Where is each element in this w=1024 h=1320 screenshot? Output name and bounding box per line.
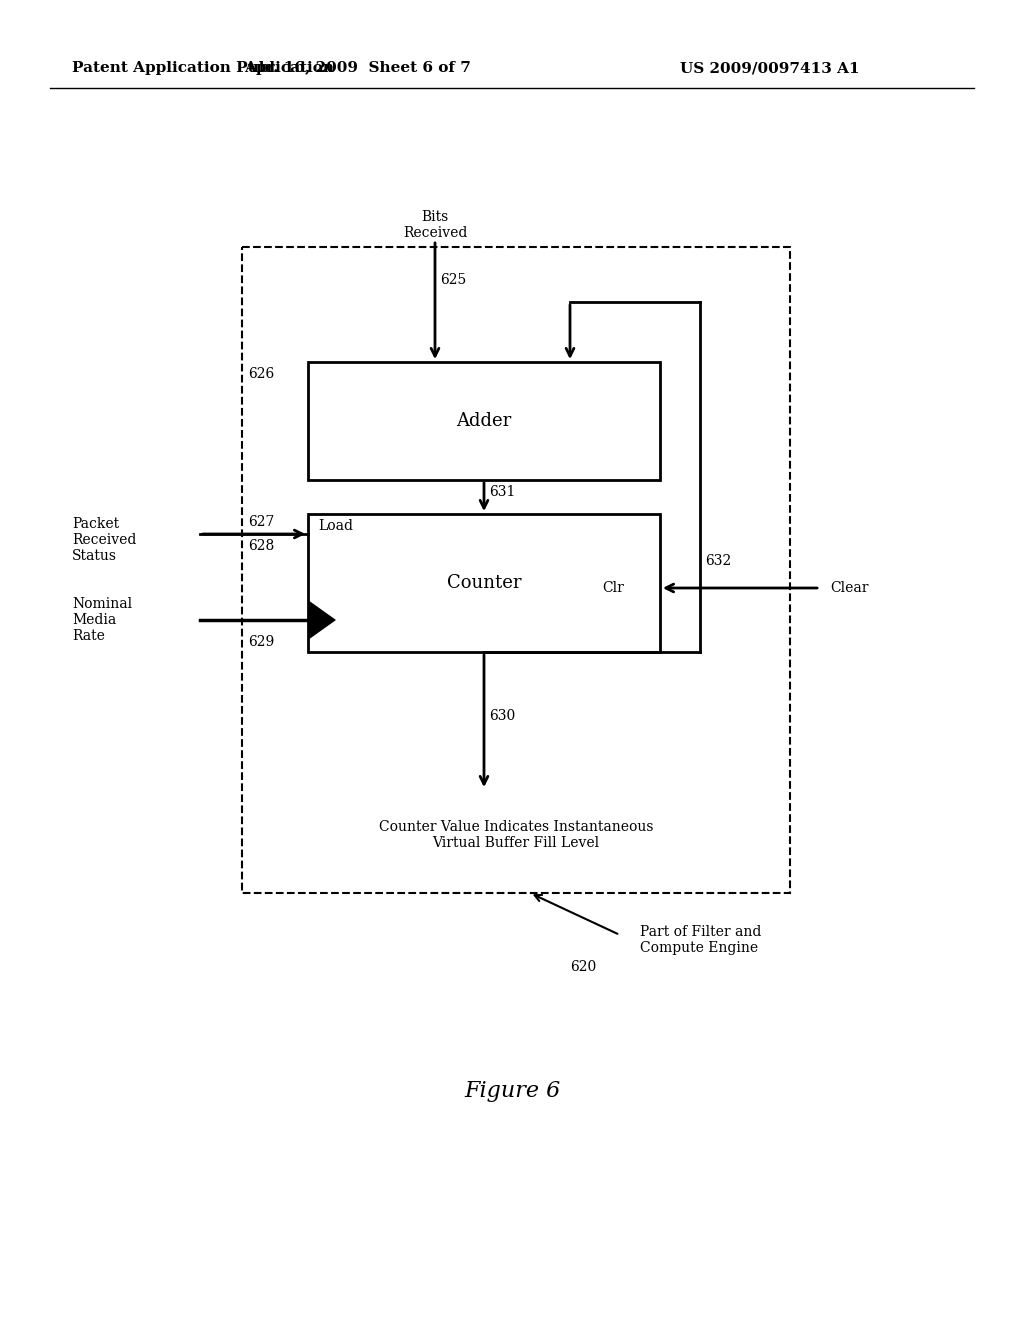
Text: 620: 620 <box>570 960 596 974</box>
Text: 628: 628 <box>248 539 274 553</box>
Text: 630: 630 <box>489 709 515 723</box>
Text: Nominal
Media
Rate: Nominal Media Rate <box>72 597 132 643</box>
Text: Bits
Received: Bits Received <box>402 210 467 240</box>
Text: 629: 629 <box>248 635 274 649</box>
Text: Apr. 16, 2009  Sheet 6 of 7: Apr. 16, 2009 Sheet 6 of 7 <box>245 61 471 75</box>
Text: 625: 625 <box>440 273 466 286</box>
Text: 626: 626 <box>248 367 274 381</box>
Text: Counter Value Indicates Instantaneous
Virtual Buffer Fill Level: Counter Value Indicates Instantaneous Vi… <box>379 820 653 850</box>
Text: Patent Application Publication: Patent Application Publication <box>72 61 334 75</box>
Text: 627: 627 <box>248 515 274 529</box>
Text: Clear: Clear <box>830 581 868 595</box>
Text: Figure 6: Figure 6 <box>464 1080 560 1102</box>
Bar <box>308 513 660 652</box>
Text: US 2009/0097413 A1: US 2009/0097413 A1 <box>680 61 859 75</box>
Text: Counter: Counter <box>446 574 521 591</box>
Bar <box>308 362 660 480</box>
Bar <box>242 247 790 894</box>
Polygon shape <box>308 601 336 640</box>
Text: 632: 632 <box>705 554 731 568</box>
Text: 631: 631 <box>489 484 515 499</box>
Text: Packet
Received
Status: Packet Received Status <box>72 517 136 564</box>
Text: Clr: Clr <box>602 581 624 595</box>
Text: Part of Filter and
Compute Engine: Part of Filter and Compute Engine <box>640 925 762 956</box>
Text: Load: Load <box>318 519 353 533</box>
Text: Adder: Adder <box>457 412 512 430</box>
